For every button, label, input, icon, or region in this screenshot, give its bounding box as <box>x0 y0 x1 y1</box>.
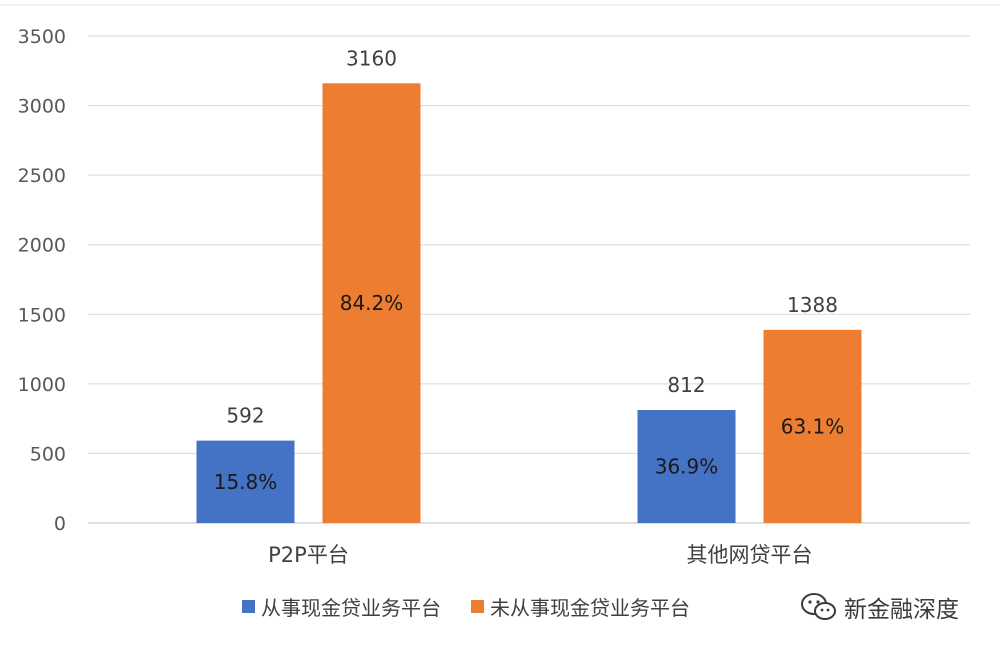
y-tick-label: 0 <box>54 513 66 535</box>
data-label-percent: 36.9% <box>655 455 719 479</box>
data-label-percent: 84.2% <box>340 291 404 315</box>
chart-legend: 从事现金贷业务平台 未从事现金贷业务平台 <box>242 592 720 621</box>
watermark: 新金融深度 <box>800 590 959 624</box>
bar <box>196 440 295 523</box>
data-label-percent: 63.1% <box>781 414 845 438</box>
wechat-icon <box>801 593 836 620</box>
legend-swatch-series-1 <box>242 600 255 613</box>
watermark-text: 新金融深度 <box>844 597 959 623</box>
y-tick-label: 3000 <box>18 96 66 118</box>
y-tick-label: 2000 <box>18 235 66 257</box>
data-label-value: 1388 <box>787 293 838 317</box>
data-label-percent: 15.8% <box>214 470 278 494</box>
y-tick-label: 1000 <box>18 374 66 396</box>
legend-swatch-series-2 <box>471 600 484 613</box>
data-label-value: 592 <box>226 404 264 428</box>
legend-item-series-2: 未从事现金贷业务平台 <box>471 592 690 621</box>
bar <box>637 410 736 523</box>
x-tick-label: P2P平台 <box>268 543 349 567</box>
data-label-value: 812 <box>667 373 705 397</box>
y-tick-label: 500 <box>30 443 66 465</box>
legend-label-series-1: 从事现金贷业务平台 <box>261 596 441 620</box>
y-tick-label: 1500 <box>18 304 66 326</box>
legend-label-series-2: 未从事现金贷业务平台 <box>490 596 690 620</box>
bar <box>763 329 862 523</box>
bar <box>322 83 421 524</box>
x-tick-label: 其他网贷平台 <box>687 543 813 567</box>
data-label-value: 3160 <box>346 46 397 70</box>
y-tick-label: 2500 <box>18 165 66 187</box>
legend-item-series-1: 从事现金贷业务平台 <box>242 592 441 621</box>
y-tick-label: 3500 <box>18 26 66 48</box>
